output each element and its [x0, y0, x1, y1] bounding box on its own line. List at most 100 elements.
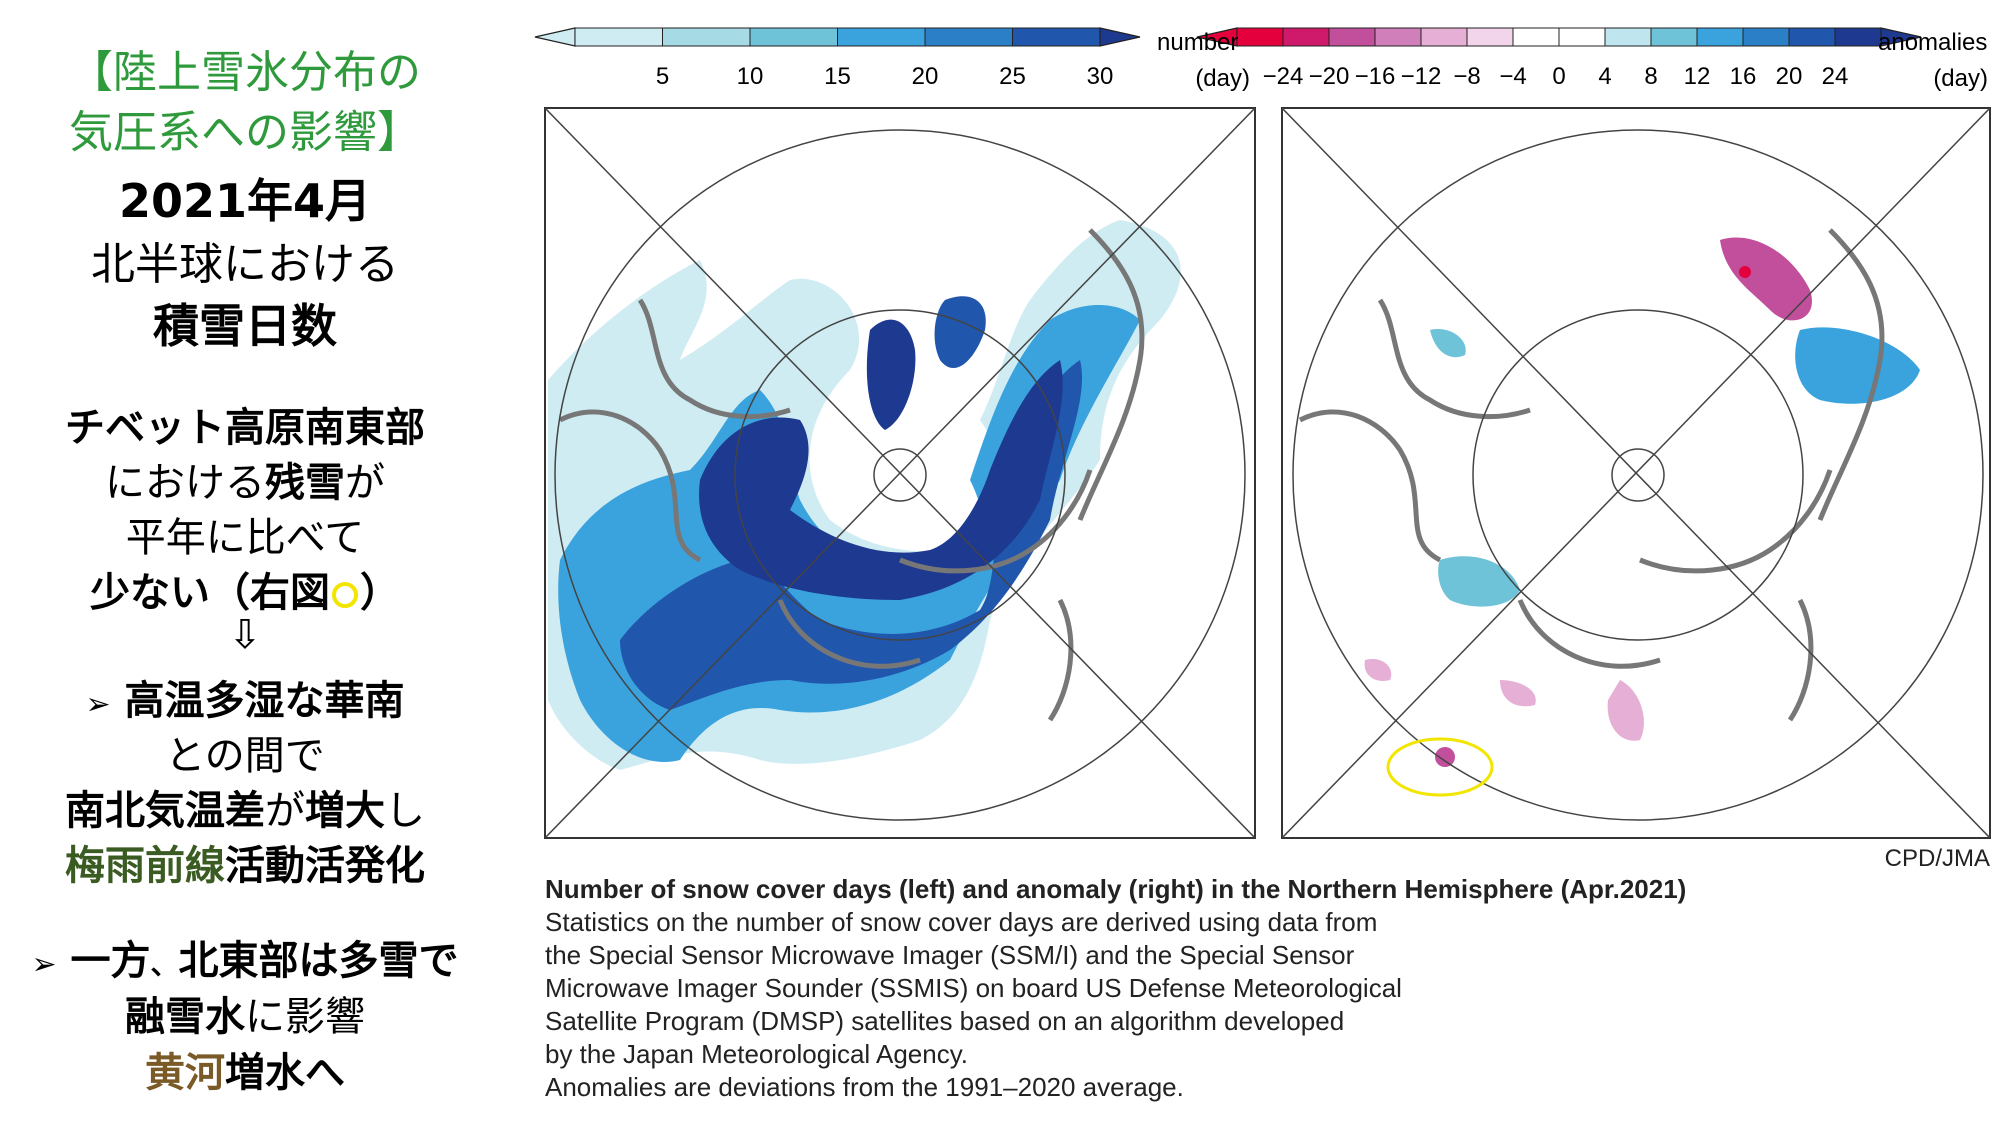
b1-line3: 南北気温差が増大し — [65, 788, 425, 834]
left-text-panel: 【陸上雪氷分布の 気圧系への影響】 2021年4月 北半球における 積雪日数 チ… — [0, 0, 490, 1126]
bullet-arrow-icon: ➢ — [31, 947, 57, 982]
colorbar-block — [1466, 27, 1514, 47]
p1-line3: 平年に比べて — [125, 515, 365, 561]
colorbar-right-arrow — [1880, 27, 1922, 47]
anomaly-positive-patch — [1438, 556, 1520, 607]
colorbar-block — [1742, 27, 1790, 47]
colorbar-tick-label: −24 — [1263, 63, 1304, 90]
meridian-line — [1282, 108, 1990, 838]
colorbar-block — [1788, 27, 1836, 47]
b1-line1: ➢ 高温多湿な華南 — [85, 678, 405, 724]
snow-shade-deep — [620, 360, 1083, 710]
colorbar-block — [1282, 27, 1330, 47]
region-label: 北半球における — [91, 239, 399, 290]
latitude-circle-outer — [1292, 129, 1984, 821]
colorbar-tick-label: 24 — [1822, 63, 1849, 90]
heading-line1: 【陸上雪氷分布の — [69, 47, 421, 98]
left-map-number-of-snow-days — [544, 107, 1256, 839]
colorbar-block — [749, 27, 838, 47]
snow-shade-darkest — [699, 360, 1063, 600]
topic-label: 積雪日数 — [153, 299, 337, 353]
heading-line2: 気圧系への影響】 — [69, 107, 421, 158]
colorbar-block — [1420, 27, 1468, 47]
colorbar-right-arrow — [1099, 27, 1141, 47]
anomaly-negative-patch — [1500, 680, 1536, 707]
latitude-circle-middle — [734, 309, 1066, 641]
colorbar-tick-label: 16 — [1730, 63, 1757, 90]
p1-line2: における残雪が — [105, 460, 385, 506]
latitude-circle-pole — [1611, 448, 1665, 502]
b2-line3: 黄河増水へ — [145, 1050, 345, 1096]
colorbar-tick-label: −4 — [1499, 63, 1526, 90]
colorbar-tick-label: 20 — [912, 63, 939, 90]
colorbar-block — [1604, 27, 1652, 47]
caption-line6: Anomalies are deviations from the 1991–2… — [545, 1072, 1184, 1102]
colorbar-left-arrow — [534, 27, 576, 47]
colorbar-block — [1558, 27, 1606, 47]
bullet-arrow-icon: ➢ — [85, 687, 111, 722]
date-label: 2021年4月 — [118, 174, 372, 228]
colorbar-tick-label: −8 — [1453, 63, 1480, 90]
b2-line2: 融雪水に影響 — [125, 994, 365, 1040]
colorbar-block — [1834, 27, 1882, 47]
snow-shade-scandinavia — [866, 319, 916, 430]
colorbar-tick-label: 4 — [1598, 63, 1611, 90]
caption-line1: Statistics on the number of snow cover d… — [545, 907, 1378, 937]
colorbar-block — [1236, 27, 1284, 47]
colorbar-block — [1328, 27, 1376, 47]
right-map-snow-days-anomaly — [1281, 107, 1991, 839]
colorbar-tick-label: 30 — [1087, 63, 1114, 90]
anomaly-negative-patch — [1607, 680, 1644, 741]
snow-shade-novaya — [934, 296, 986, 369]
colorbar-tick-label: 8 — [1644, 63, 1657, 90]
yellow-circle-icon — [332, 582, 358, 608]
right-colorbar: −24 −20 −16 −12 −8 −4 0 4 8 12 16 20 24 — [1196, 27, 1922, 90]
latitude-circle-pole — [873, 448, 927, 502]
colorbar-block — [924, 27, 1013, 47]
figure-caption: Number of snow cover days (left) and ano… — [545, 872, 1985, 1104]
tibet-highlight-ellipse — [1386, 737, 1494, 797]
caption-line3: Microwave Imager Sounder (SSMIS) on boar… — [545, 973, 1402, 1003]
anomaly-strong-negative — [1739, 266, 1751, 278]
coastline — [558, 228, 1145, 722]
down-arrow-icon: ⇩ — [228, 612, 262, 658]
coastline — [1298, 228, 1885, 722]
colorbar-tick-label: −16 — [1355, 63, 1396, 90]
colorbar-block — [1512, 27, 1560, 47]
colorbar-block — [1650, 27, 1698, 47]
left-colorbar-unit-line1: number — [1157, 29, 1238, 56]
anomaly-negative-patch — [1364, 659, 1392, 681]
anomaly-negative-patch — [1720, 237, 1812, 321]
latitude-circle-middle — [1472, 309, 1804, 641]
anomaly-tibet-patch — [1435, 747, 1455, 767]
colorbar-block — [1696, 27, 1744, 47]
colorbar-block — [1374, 27, 1422, 47]
colorbar-tick-label: 5 — [656, 63, 669, 90]
colorbar-tick-label: 20 — [1776, 63, 1803, 90]
colorbar-tick-label: −12 — [1401, 63, 1442, 90]
colorbar-tick-label: 10 — [737, 63, 764, 90]
left-colorbar-unit-line2: (day) — [1195, 65, 1250, 92]
p1-line1: チベット高原南東部 — [65, 405, 425, 451]
caption-line5: by the Japan Meteorological Agency. — [545, 1039, 969, 1069]
b1-line2: との間で — [165, 733, 325, 779]
caption-line4: Satellite Program (DMSP) satellites base… — [545, 1006, 1345, 1036]
b2-line1: ➢ 一方、北東部は多雪で — [31, 938, 459, 984]
caption-title: Number of snow cover days (left) and ano… — [545, 874, 1687, 904]
colorbar-tick-label: 0 — [1552, 63, 1565, 90]
meridian-line — [545, 108, 1255, 838]
colorbar-tick-label: 25 — [999, 63, 1026, 90]
colorbar-block — [662, 27, 751, 47]
colorbar-block — [837, 27, 926, 47]
credit-label: CPD/JMA — [1885, 845, 1990, 872]
colorbar-block — [1012, 27, 1101, 47]
colorbar-block — [574, 27, 663, 47]
anomaly-positive-patch — [1430, 329, 1466, 358]
right-colorbar-unit-line2: (day) — [1933, 65, 1988, 92]
colorbar-tick-label: −20 — [1309, 63, 1350, 90]
b1-line4: 梅雨前線活動活発化 — [65, 843, 425, 889]
left-colorbar: 5 10 15 20 25 30 — [534, 27, 1141, 90]
caption-line2: the Special Sensor Microwave Imager (SSM… — [545, 940, 1355, 970]
right-colorbar-unit-line1: anomalies — [1878, 29, 1987, 56]
